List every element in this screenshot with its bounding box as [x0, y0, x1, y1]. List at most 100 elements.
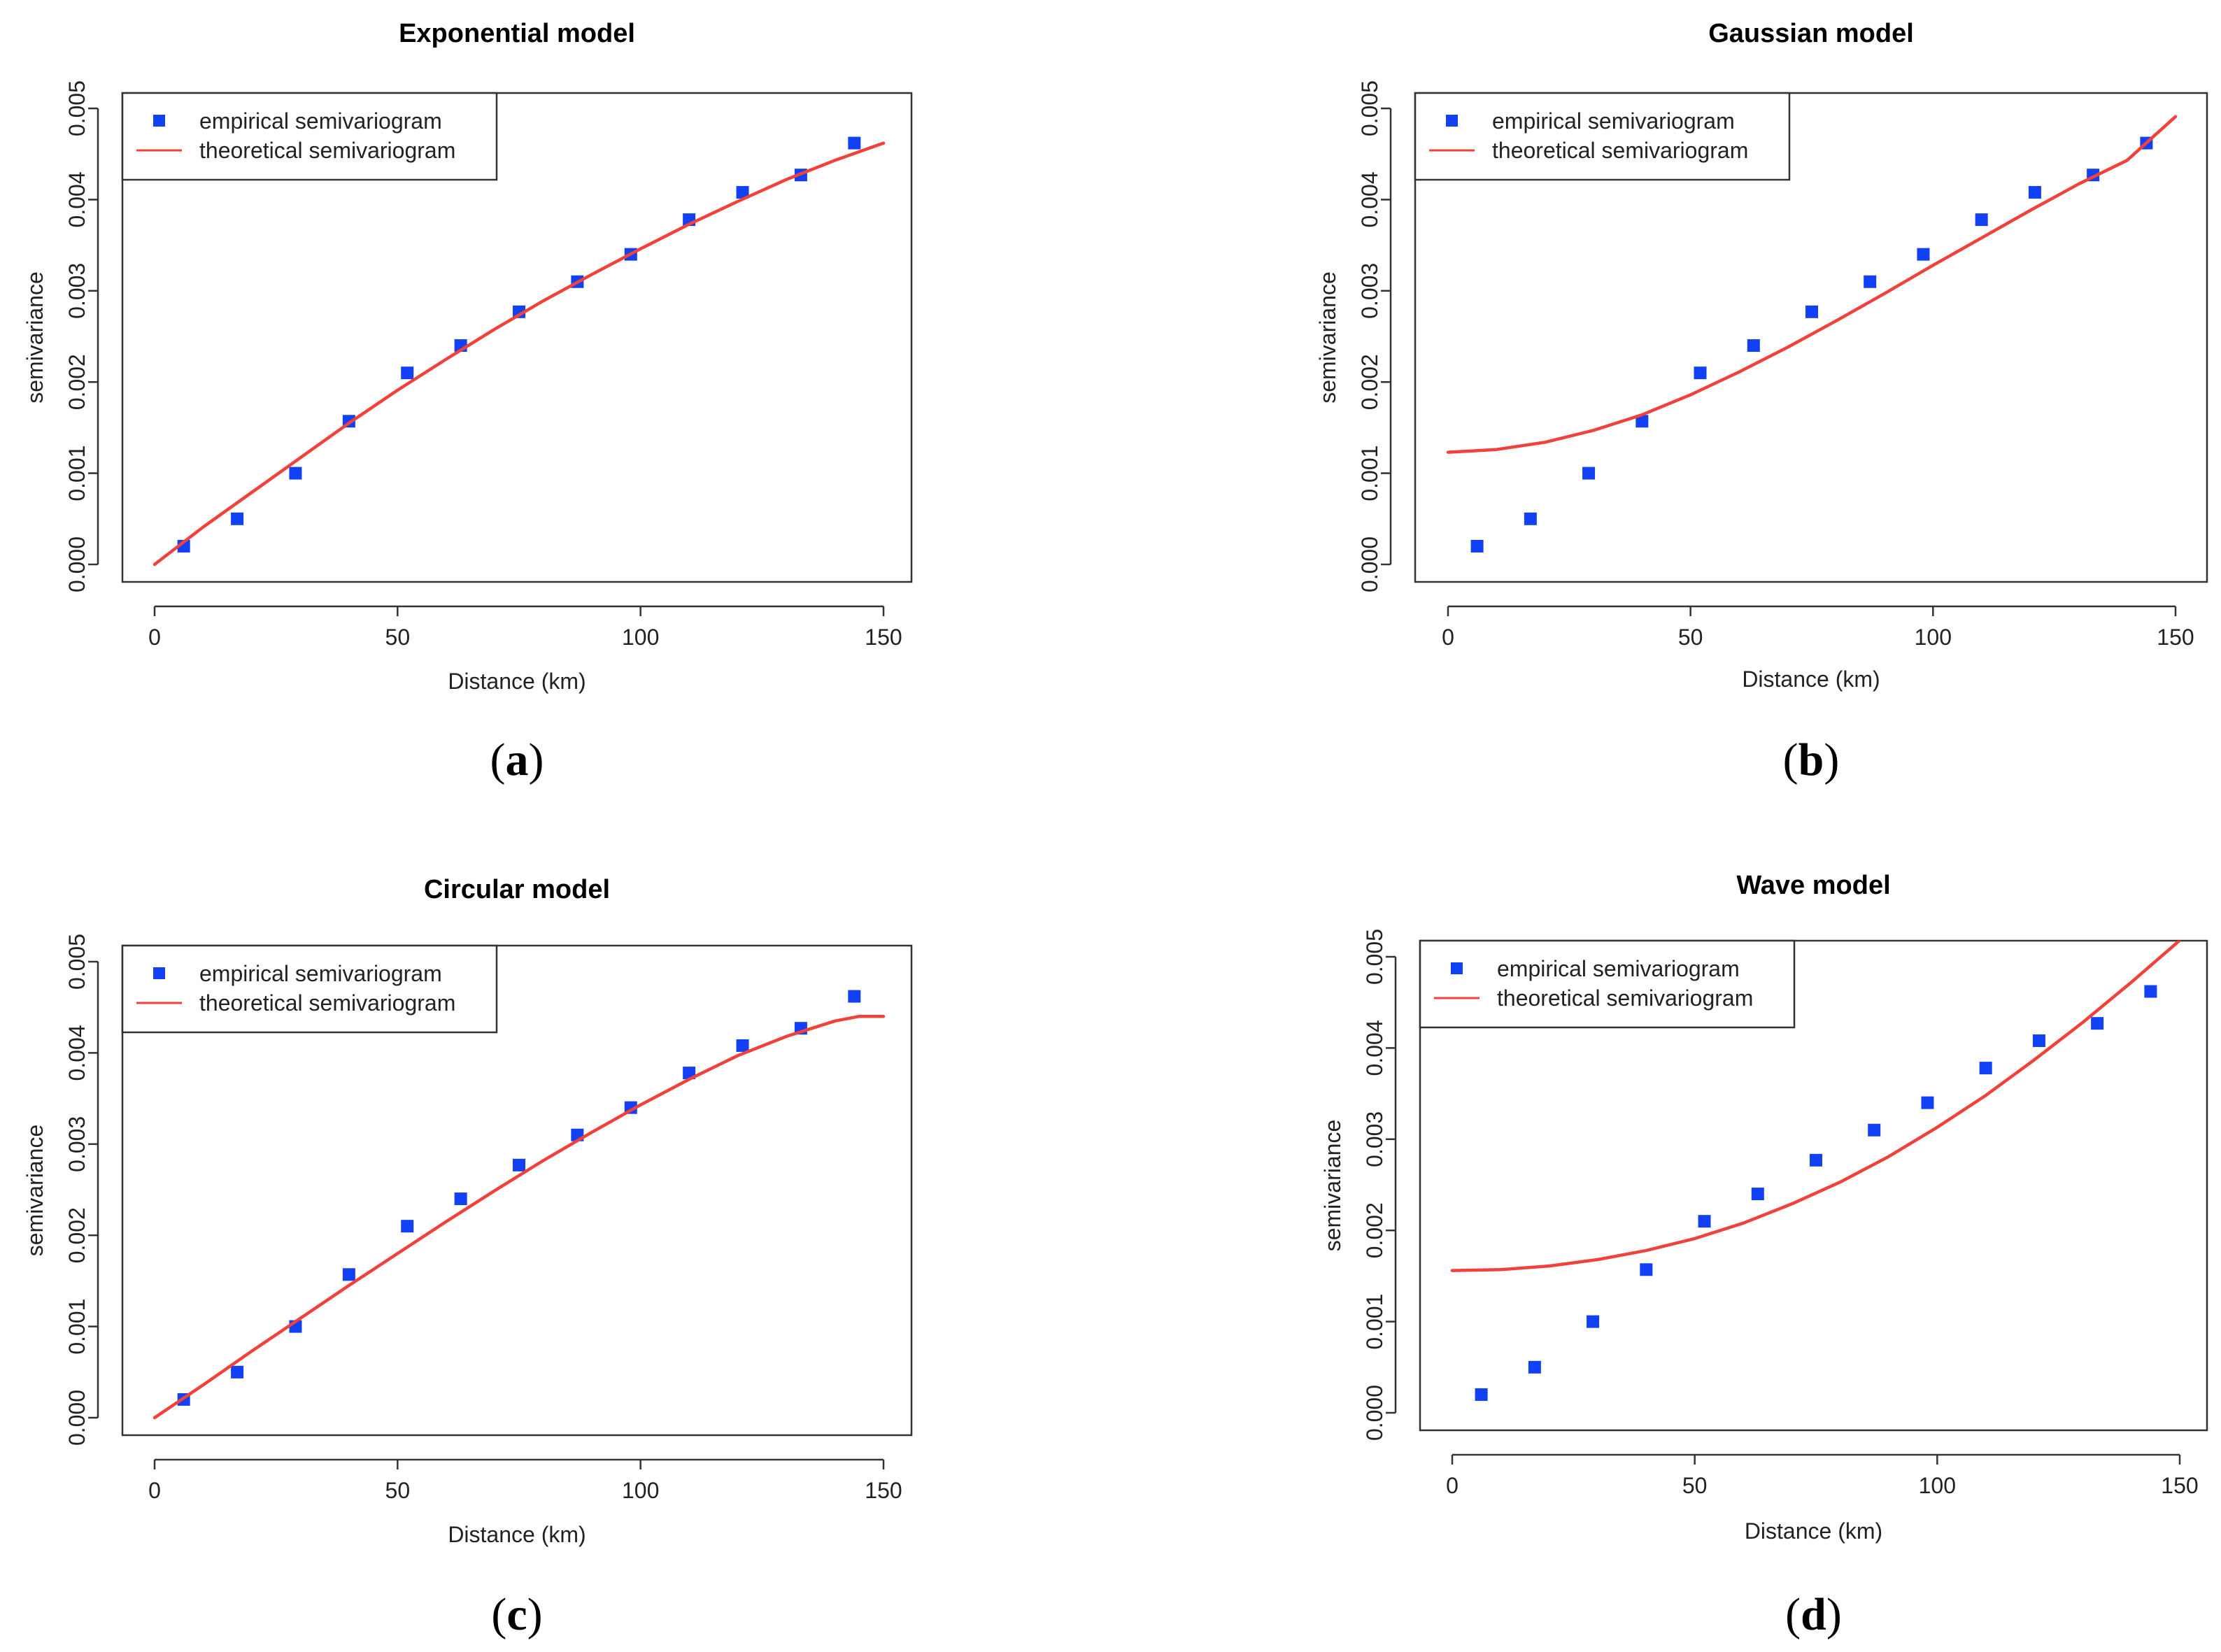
y-tick-label: 0.001: [64, 446, 90, 501]
empirical-point: [1805, 305, 1818, 318]
legend-label-theoretical: theoretical semivariogram: [199, 990, 455, 1016]
legend-label-theoretical: theoretical semivariogram: [199, 138, 455, 163]
legend-marker-empirical: [153, 115, 165, 127]
y-tick-label: 0.005: [1362, 929, 1387, 985]
empirical-point: [1694, 366, 1707, 380]
empirical-point: [848, 136, 861, 150]
y-tick-label: 0.004: [64, 1025, 90, 1081]
x-tick-label: 50: [385, 625, 411, 650]
x-tick-label: 150: [2161, 1473, 2198, 1498]
empirical-point: [1524, 512, 1537, 525]
x-tick-label: 50: [1678, 625, 1703, 650]
empirical-point: [231, 1365, 244, 1379]
empirical-point: [1868, 1123, 1881, 1137]
empirical-point: [342, 1268, 355, 1281]
empirical-point: [736, 185, 749, 199]
empirical-point: [513, 1158, 525, 1172]
theoretical-semivariogram-line: [152, 141, 886, 567]
empirical-point: [2032, 1034, 2045, 1047]
x-tick-label: 150: [865, 1478, 902, 1503]
x-axis-label: Distance (km): [448, 669, 586, 694]
x-tick-label: 150: [865, 625, 902, 650]
legend: [121, 944, 498, 1034]
empirical-point: [1810, 1153, 1822, 1167]
legend-label-theoretical: theoretical semivariogram: [1492, 138, 1748, 163]
y-tick-label: 0.004: [1362, 1020, 1387, 1076]
empirical-point: [454, 1192, 467, 1206]
empirical-point: [2144, 985, 2157, 998]
empirical-point: [2028, 185, 2041, 199]
theoretical-semivariogram-line: [152, 1014, 886, 1420]
panel-caption: (d): [1785, 1589, 1842, 1640]
y-tick-label: 0.003: [64, 1116, 90, 1172]
panel-caption: (b): [1783, 734, 1840, 785]
y-tick-label: 0.005: [64, 934, 90, 990]
empirical-point: [1528, 1360, 1541, 1374]
empirical-point: [231, 512, 244, 525]
chart-title: Gaussian model: [1708, 19, 1914, 48]
x-tick-label: 0: [148, 625, 161, 650]
empirical-point: [1979, 1062, 1992, 1075]
y-tick-label: 0.002: [64, 354, 90, 410]
y-axis-label: semivariance: [1320, 1120, 1345, 1252]
x-tick-label: 100: [622, 1478, 659, 1503]
legend: [1414, 92, 1791, 181]
x-tick-label: 0: [148, 1478, 161, 1503]
empirical-point: [289, 467, 302, 480]
y-tick-label: 0.004: [64, 171, 90, 227]
legend-label-empirical: empirical semivariogram: [199, 108, 442, 134]
empirical-point: [1975, 213, 1988, 227]
empirical-point: [1582, 467, 1596, 480]
legend-label-empirical: empirical semivariogram: [1497, 956, 1740, 981]
x-tick-label: 50: [385, 1478, 411, 1503]
y-tick-label: 0.001: [1362, 1294, 1387, 1350]
legend-label-theoretical: theoretical semivariogram: [1497, 985, 1753, 1011]
y-tick-label: 0.002: [1357, 354, 1382, 410]
chart-panel-a: Exponential model 0 50 100 150 Distance (km) 0…: [22, 19, 913, 785]
plot-frame: [1419, 939, 2208, 1432]
theoretical-semivariogram-line: [1446, 115, 2178, 454]
legend-marker-empirical: [153, 967, 165, 979]
y-tick-label: 0.003: [1362, 1111, 1387, 1167]
empirical-point: [1640, 1263, 1653, 1276]
chart-title: Exponential model: [399, 19, 635, 48]
chart-panel-d: Wave model 0 50 100 150 Distance (km) 0.000 0.0…: [1320, 871, 2208, 1640]
empirical-point: [401, 1220, 414, 1233]
empirical-point: [1747, 339, 1760, 353]
legend-marker-empirical: [1451, 962, 1463, 974]
y-tick-label: 0.000: [1362, 1385, 1387, 1441]
y-tick-label: 0.002: [64, 1207, 90, 1263]
y-tick-label: 0.000: [64, 536, 90, 592]
x-tick-label: 0: [1446, 1473, 1459, 1498]
empirical-point: [736, 1039, 749, 1052]
chart-title: Circular model: [424, 875, 610, 904]
y-tick-label: 0.001: [1357, 446, 1382, 501]
y-tick-label: 0.005: [1357, 80, 1382, 136]
panel-caption: (c): [491, 1589, 542, 1640]
empirical-point: [2091, 1017, 2104, 1030]
y-tick-label: 0.004: [1357, 171, 1382, 227]
x-tick-label: 50: [1682, 1473, 1708, 1498]
y-tick-label: 0.003: [1357, 263, 1382, 319]
y-tick-label: 0.003: [64, 263, 90, 319]
empirical-point: [1751, 1188, 1764, 1201]
legend: [1419, 939, 1796, 1029]
x-tick-label: 0: [1442, 625, 1454, 650]
x-axis-label: Distance (km): [1742, 667, 1880, 692]
plot-frame: [121, 92, 913, 583]
panel-caption: (a): [490, 734, 544, 785]
legend-label-empirical: empirical semivariogram: [1492, 108, 1735, 134]
empirical-point: [848, 990, 861, 1003]
empirical-point: [1921, 1096, 1934, 1109]
plot-frame: [121, 944, 913, 1437]
y-axis-label: semivariance: [22, 1125, 48, 1257]
legend: [121, 92, 498, 181]
y-tick-label: 0.002: [1362, 1202, 1387, 1258]
y-tick-label: 0.000: [1357, 536, 1382, 592]
x-axis-label: Distance (km): [448, 1522, 586, 1547]
empirical-point: [401, 366, 414, 380]
legend-marker-empirical: [1446, 115, 1458, 127]
x-tick-label: 100: [1915, 625, 1952, 650]
theoretical-semivariogram-line: [1450, 941, 2182, 1272]
empirical-point: [1635, 415, 1649, 428]
